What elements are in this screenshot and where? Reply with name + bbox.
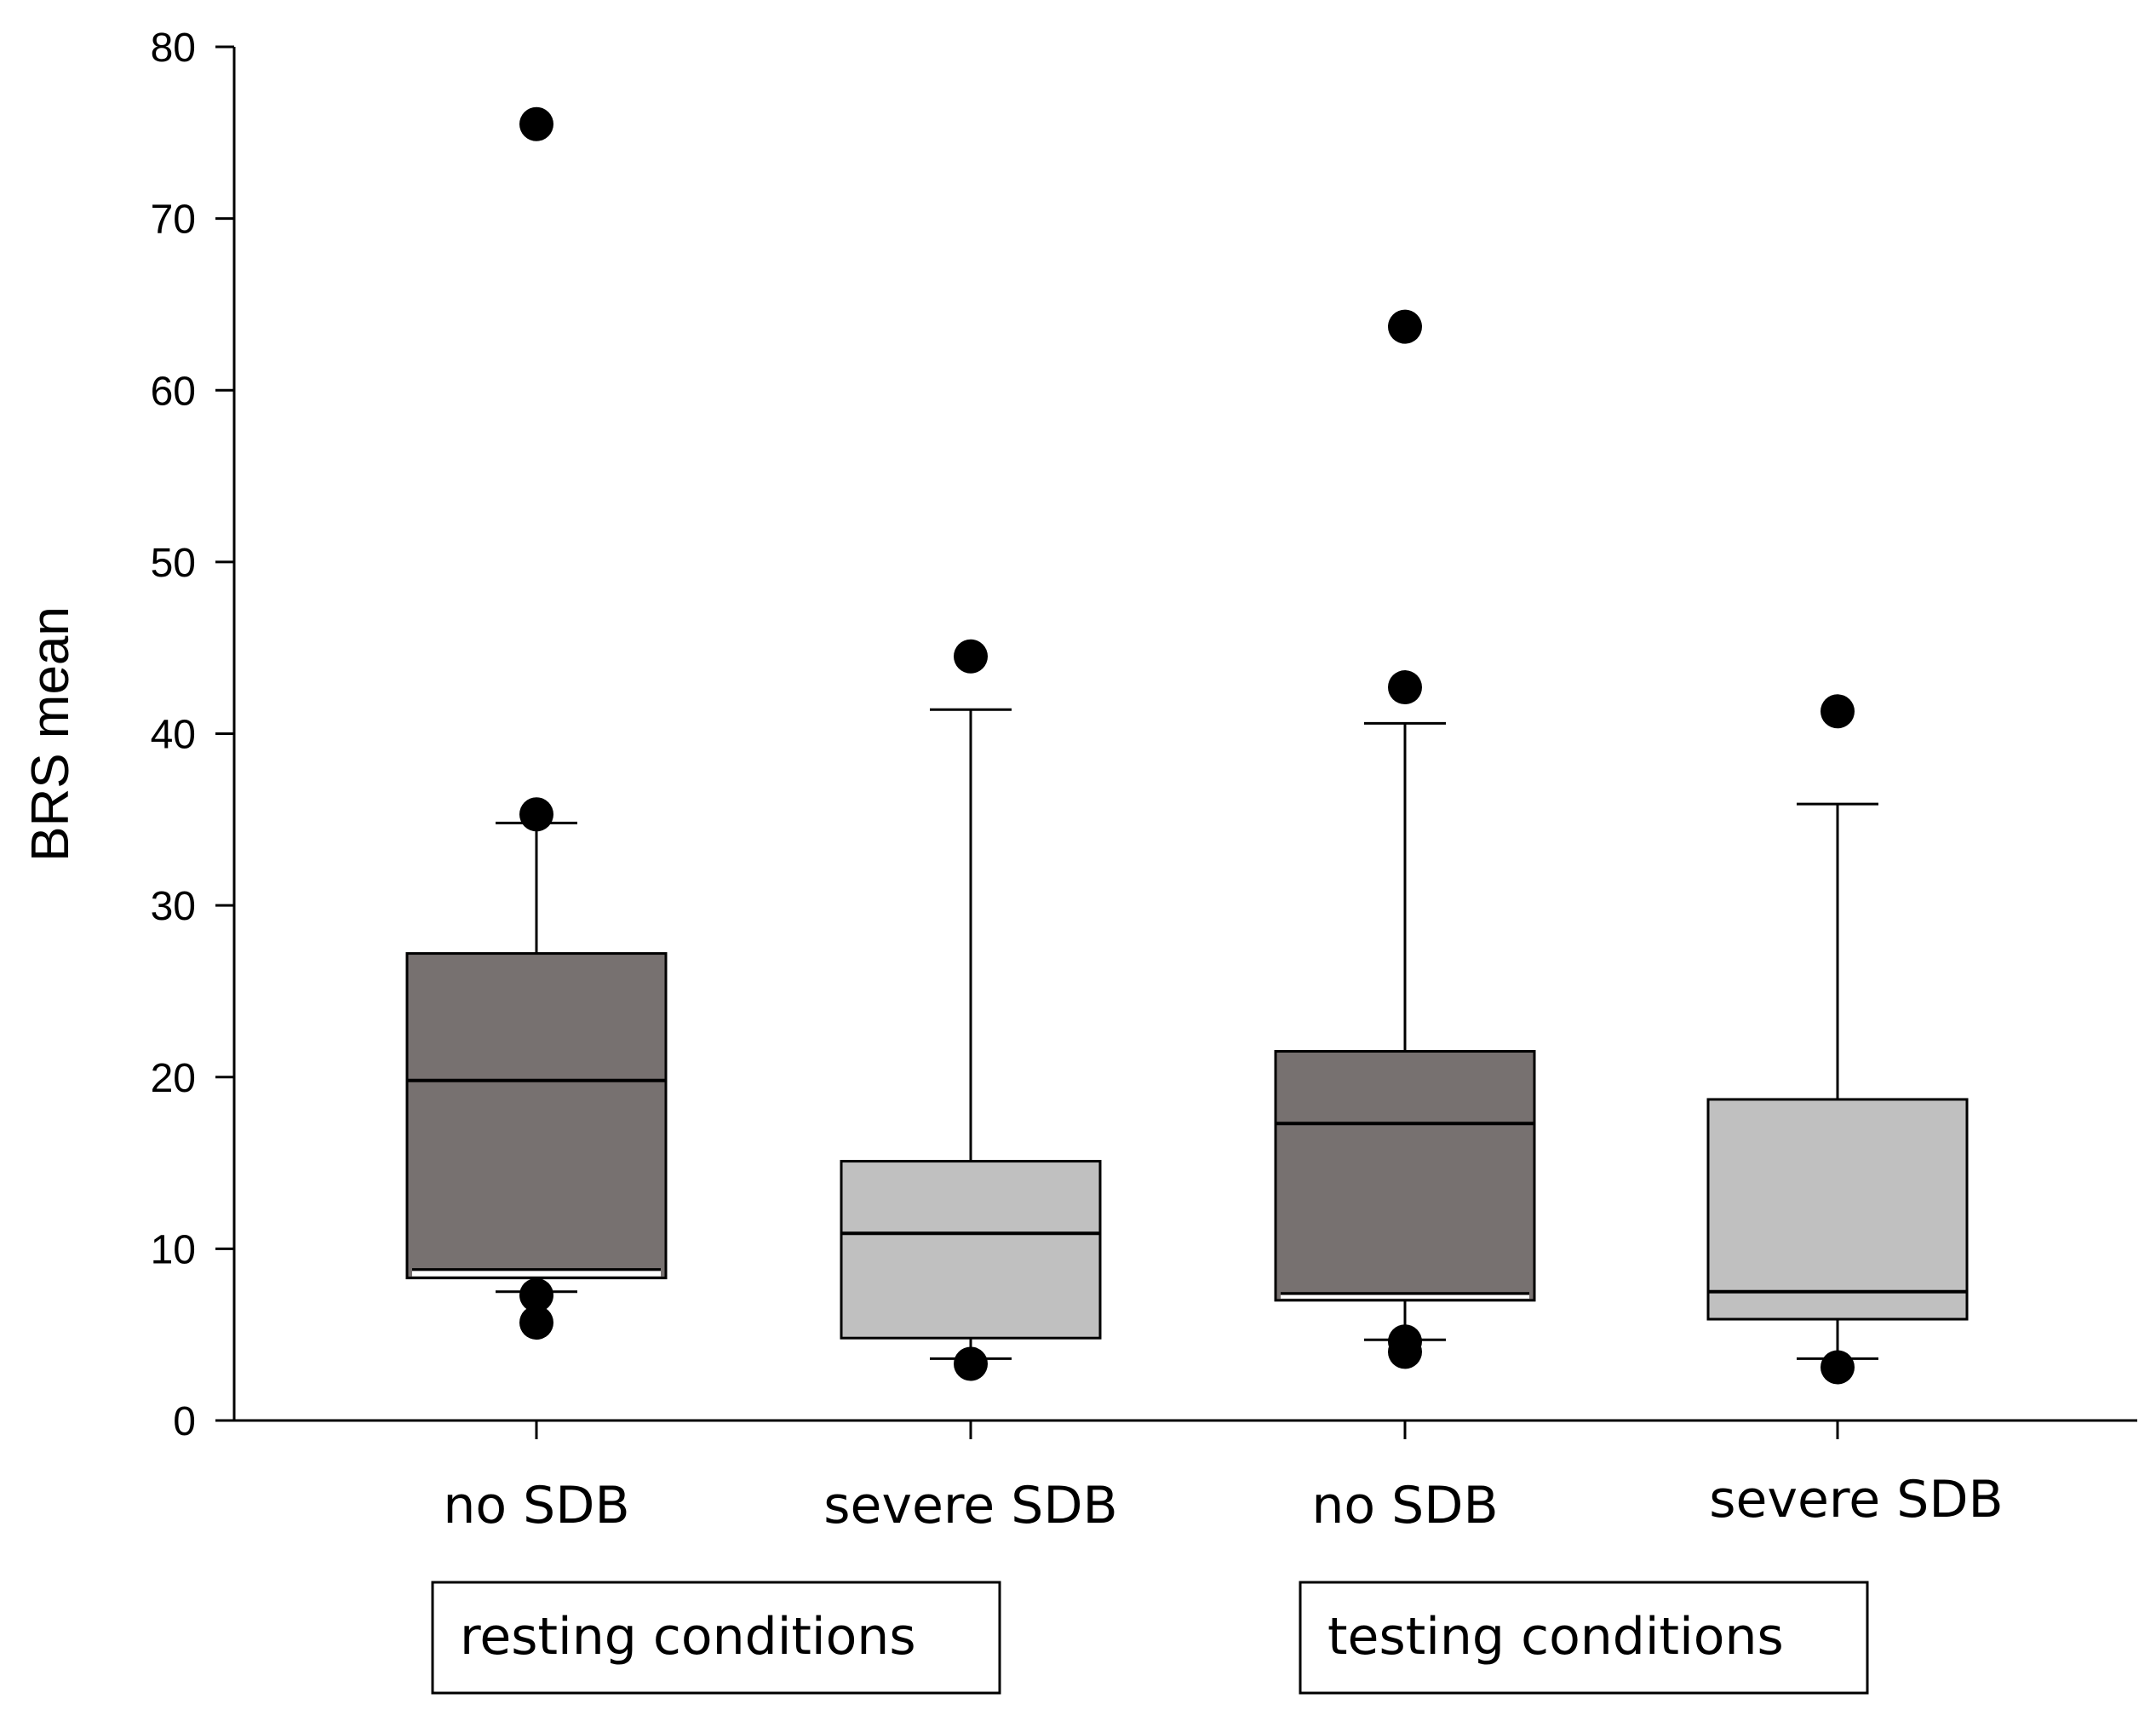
y-tick-label: 10 (151, 1227, 196, 1272)
box (1706, 1098, 1969, 1321)
outlier-point (954, 1346, 988, 1381)
axes: 0 10 20 30 40 50 60 70 80 (151, 26, 2137, 1444)
y-tick-label: 60 (151, 369, 196, 414)
box (1274, 1050, 1536, 1302)
category-label: severe SDB (1709, 1470, 2003, 1529)
outlier-point (954, 639, 988, 674)
y-tick-label: 80 (151, 26, 196, 71)
group-label-frame (1299, 1581, 1869, 1695)
group-label-text: testing conditions (1327, 1607, 1784, 1667)
y-tick-label: 70 (151, 198, 196, 243)
outlier-point (1821, 1350, 1855, 1385)
outlier-point (519, 1277, 553, 1312)
box-series-1 (405, 106, 668, 1340)
outlier-point (1388, 309, 1422, 344)
outlier-point (1388, 670, 1422, 705)
y-tick-label: 0 (173, 1399, 196, 1444)
box (840, 1160, 1102, 1340)
box (405, 952, 668, 1280)
y-tick-label: 30 (151, 884, 196, 929)
box-series-4 (1706, 694, 1969, 1385)
category-label: no SDB (1311, 1476, 1498, 1535)
box-series-3 (1274, 309, 1536, 1369)
outlier-point (1388, 1334, 1422, 1369)
y-tick-label: 40 (151, 713, 196, 758)
category-label: no SDB (443, 1476, 629, 1535)
y-tick-label: 20 (151, 1056, 196, 1101)
y-axis-label: BRS mean (21, 606, 80, 862)
group-label-frame (431, 1581, 1001, 1695)
y-tick-label: 50 (151, 541, 196, 586)
outlier-point (519, 797, 553, 832)
outlier-point (519, 1306, 553, 1340)
inner-band (412, 1271, 661, 1277)
category-label: severe SDB (823, 1476, 1117, 1535)
boxes (405, 106, 1969, 1385)
labels: BRS mean no SDB severe SDB no SDB severe SDB… (21, 606, 2004, 1695)
group-label-text: resting conditions (460, 1607, 916, 1667)
group-label-box: resting conditions (431, 1581, 1001, 1695)
inner-band (1281, 1294, 1529, 1299)
outlier-point (519, 106, 553, 141)
group-label-box: testing conditions (1299, 1581, 1869, 1695)
box-series-2 (840, 639, 1102, 1381)
outlier-point (1821, 694, 1855, 729)
